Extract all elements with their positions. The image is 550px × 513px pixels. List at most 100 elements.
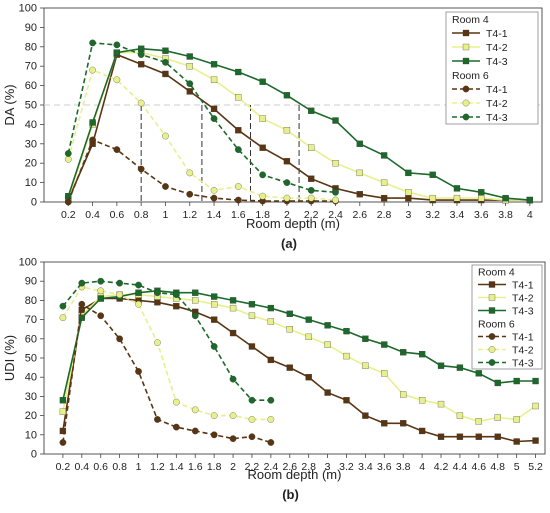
legend: Room 4 T4-1 T4-2 T4-3 Room 6 T4-1 T4-2 T4-3 bbox=[445, 11, 539, 125]
legend-label: T4-2 bbox=[512, 293, 534, 305]
data-point-room-4-t4-3 bbox=[97, 295, 104, 302]
data-point-room-4-t4-2 bbox=[192, 297, 199, 304]
y-tick-label: 60 bbox=[25, 333, 37, 345]
data-point-room-4-t4-2 bbox=[211, 301, 218, 308]
series-line-room-6-t4-1 bbox=[67, 138, 336, 203]
x-tick-label: 0.6 bbox=[93, 461, 108, 473]
data-point-room-6-t4-3 bbox=[248, 396, 256, 404]
data-point-room-4-t4-2 bbox=[475, 418, 482, 425]
data-point-room-4-t4-1 bbox=[532, 437, 539, 444]
data-point-room-4-t4-1 bbox=[138, 61, 145, 68]
data-point-room-4-t4-1 bbox=[59, 427, 67, 435]
data-point-room-4-t4-2 bbox=[513, 416, 520, 423]
data-point-room-4-t4-2 bbox=[380, 179, 388, 186]
data-point-room-4-t4-3 bbox=[89, 119, 96, 126]
data-point-room-4-t4-3 bbox=[211, 293, 218, 300]
x-tick-label: 2.4 bbox=[328, 209, 343, 221]
x-tick-label: 4.4 bbox=[453, 461, 468, 473]
legend-marker bbox=[462, 57, 470, 65]
data-point-room-6-t4-2 bbox=[283, 194, 291, 202]
x-tick-label: 5 bbox=[514, 461, 520, 473]
data-point-room-4-t4-3 bbox=[400, 349, 407, 356]
x-tick-label: 2.6 bbox=[353, 209, 368, 221]
data-point-room-4-t4-3 bbox=[162, 47, 169, 54]
data-point-room-4-t4-3 bbox=[259, 78, 266, 85]
data-point-room-4-t4-3 bbox=[186, 53, 193, 60]
data-point-room-6-t4-3 bbox=[162, 58, 169, 66]
data-point-room-4-t4-1 bbox=[494, 433, 501, 440]
data-point-room-6-t4-2 bbox=[332, 196, 339, 204]
x-tick-label: 3.8 bbox=[396, 461, 411, 473]
series-line-room-6-t4-2 bbox=[62, 286, 271, 421]
legend-label: T4-3 bbox=[486, 56, 508, 68]
data-point-room-6-t4-3 bbox=[172, 291, 180, 298]
data-point-room-4-t4-1 bbox=[405, 194, 412, 202]
data-point-room-4-t4-3 bbox=[478, 189, 485, 196]
data-point-room-4-t4-2 bbox=[494, 414, 501, 421]
x-tick-label: 3.6 bbox=[474, 209, 489, 221]
data-point-room-4-t4-3 bbox=[192, 289, 199, 296]
panel-label: (a) bbox=[281, 236, 297, 251]
x-tick-label: 3 bbox=[325, 461, 331, 473]
data-point-room-6-t4-1 bbox=[89, 136, 96, 144]
data-point-room-6-t4-1 bbox=[267, 439, 275, 446]
data-point-room-4-t4-3 bbox=[210, 61, 218, 68]
y-tick-label: 30 bbox=[25, 138, 37, 150]
data-point-room-4-t4-1 bbox=[248, 343, 256, 350]
series-line-room-4-t4-1 bbox=[62, 297, 536, 443]
x-tick-label: 4 bbox=[527, 209, 533, 221]
y-tick-label: 80 bbox=[25, 295, 37, 307]
data-point-room-6-t4-2 bbox=[172, 398, 180, 406]
x-tick-label: 4.2 bbox=[434, 461, 449, 473]
data-point-room-4-t4-2 bbox=[308, 144, 315, 151]
x-tick-label: 3.8 bbox=[498, 209, 513, 221]
data-point-room-4-t4-3 bbox=[59, 397, 67, 404]
data-point-room-4-t4-3 bbox=[283, 92, 291, 99]
legend-marker bbox=[462, 99, 470, 107]
data-point-room-6-t4-1 bbox=[97, 312, 105, 320]
data-point-room-4-t4-1 bbox=[475, 433, 482, 440]
data-point-room-6-t4-2 bbox=[210, 412, 218, 419]
data-point-room-4-t4-1 bbox=[162, 70, 169, 78]
legend-label: T4-2 bbox=[486, 42, 508, 54]
data-point-room-4-t4-2 bbox=[453, 194, 461, 202]
data-point-room-6-t4-3 bbox=[116, 279, 123, 287]
data-point-room-6-t4-2 bbox=[267, 416, 275, 423]
x-tick-label: 4.6 bbox=[472, 461, 487, 473]
data-point-room-4-t4-3 bbox=[380, 152, 388, 159]
data-point-room-4-t4-3 bbox=[502, 194, 509, 202]
x-tick-label: 2.6 bbox=[282, 461, 297, 473]
x-tick-label: 3.4 bbox=[450, 209, 465, 221]
data-point-room-6-t4-3 bbox=[89, 39, 96, 47]
legend-marker bbox=[488, 346, 496, 353]
y-tick-label: 20 bbox=[25, 158, 37, 170]
series-line-room-4-t4-2 bbox=[62, 293, 536, 423]
y-tick-label: 80 bbox=[25, 41, 37, 53]
data-point-room-6-t4-1 bbox=[113, 146, 121, 153]
data-point-room-4-t4-1 bbox=[400, 420, 407, 427]
data-point-room-6-t4-3 bbox=[154, 289, 161, 297]
x-tick-label: 1.2 bbox=[182, 209, 197, 221]
data-point-room-4-t4-3 bbox=[381, 341, 388, 348]
data-point-room-6-t4-3 bbox=[191, 312, 199, 320]
legend-marker bbox=[488, 294, 496, 301]
data-point-room-4-t4-3 bbox=[418, 351, 426, 358]
data-point-room-4-t4-2 bbox=[405, 189, 412, 196]
data-point-room-4-t4-1 bbox=[305, 374, 312, 381]
data-point-room-4-t4-2 bbox=[400, 391, 407, 398]
series-line-room-6-t4-3 bbox=[67, 42, 336, 194]
data-point-room-4-t4-1 bbox=[229, 329, 237, 337]
x-tick-label: 3.2 bbox=[339, 461, 354, 473]
x-tick-label: 2.8 bbox=[301, 461, 316, 473]
data-point-room-4-t4-2 bbox=[418, 397, 426, 404]
data-point-room-6-t4-2 bbox=[89, 66, 96, 74]
y-axis-title: DA (%) bbox=[2, 84, 17, 125]
data-point-room-4-t4-2 bbox=[332, 160, 339, 167]
x-tick-label: 3.2 bbox=[425, 209, 440, 221]
legend-label: T4-2 bbox=[512, 345, 534, 357]
legend-marker bbox=[488, 281, 496, 288]
data-point-room-4-t4-1 bbox=[362, 412, 369, 419]
data-point-room-4-t4-2 bbox=[286, 326, 293, 333]
data-point-room-4-t4-2 bbox=[437, 400, 445, 408]
